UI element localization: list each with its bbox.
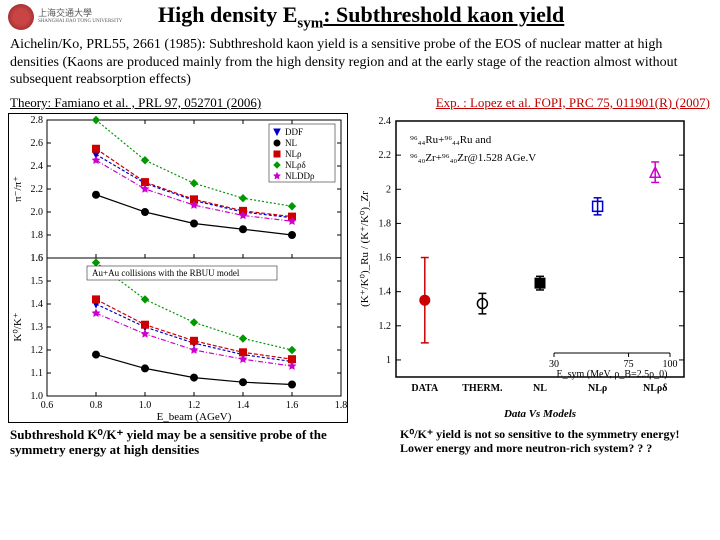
svg-text:2.6: 2.6 (31, 138, 44, 149)
svg-text:1.4: 1.4 (31, 299, 44, 310)
svg-text:Data Vs Models: Data Vs Models (503, 408, 576, 420)
charts-row: 0.60.81.01.21.41.61.81.61.82.02.22.42.62… (0, 113, 720, 423)
left-chart-svg: 0.60.81.01.21.41.61.81.61.82.02.22.42.62… (9, 114, 349, 424)
svg-text:1.3: 1.3 (31, 322, 44, 333)
footer-right: K⁰/K⁺ yield is not so sensitive to the s… (400, 427, 700, 458)
svg-text:NLρ: NLρ (285, 149, 302, 159)
svg-text:E_sym (MeV, ρ_B=2.5ρ_0): E_sym (MeV, ρ_B=2.5ρ_0) (557, 369, 668, 380)
svg-text:1.0: 1.0 (31, 391, 44, 402)
svg-text:1.8: 1.8 (31, 230, 44, 241)
svg-text:NLDDρ: NLDDρ (285, 171, 315, 181)
svg-text:DDF: DDF (285, 127, 303, 137)
svg-text:NLρδ: NLρδ (643, 383, 667, 394)
svg-text:2.2: 2.2 (31, 184, 44, 195)
intro-text: Aichelin/Ko, PRL55, 2661 (1985): Subthre… (0, 34, 720, 93)
svg-text:π⁻/π⁺: π⁻/π⁺ (12, 176, 24, 202)
svg-text:1.2: 1.2 (379, 321, 392, 332)
right-chart-svg: 1 1.2 1.4 1.6 1.8 2 2.2 2.4 (K⁺/K⁰)_Ru / (K⁺/K⁰)… (354, 113, 694, 423)
logo-emblem-icon (8, 4, 34, 30)
svg-text:1.5: 1.5 (31, 276, 44, 287)
title-suffix: : Subthreshold kaon yield (323, 2, 564, 27)
svg-text:Au+Au collisions with the RBUU: Au+Au collisions with the RBUU model (92, 268, 240, 278)
ref-theory: Theory: Famiano et al. , PRL 97, 052701 … (10, 95, 261, 111)
footer-left: Subthreshold K⁰/K⁺ yield may be a sensit… (10, 427, 380, 458)
title-prefix: High density E (158, 2, 297, 27)
left-chart: 0.60.81.01.21.41.61.81.61.82.02.22.42.62… (8, 113, 348, 423)
svg-text:THERM.: THERM. (462, 383, 503, 394)
svg-text:NLρδ: NLρδ (285, 160, 306, 170)
right-chart: 1 1.2 1.4 1.6 1.8 2 2.2 2.4 (K⁺/K⁰)_Ru / (K⁺/K⁰)… (354, 113, 694, 423)
svg-text:1.6: 1.6 (31, 253, 44, 264)
svg-text:1.6: 1.6 (286, 400, 299, 411)
svg-text:2.2: 2.2 (379, 150, 392, 161)
svg-text:1.1: 1.1 (31, 368, 44, 379)
svg-text:2.0: 2.0 (31, 207, 44, 218)
svg-text:0.8: 0.8 (90, 400, 103, 411)
svg-text:(K⁺/K⁰)_Ru / (K⁺/K⁰)_Zr: (K⁺/K⁰)_Ru / (K⁺/K⁰)_Zr (359, 191, 371, 307)
svg-text:2.8: 2.8 (31, 115, 44, 126)
title-sub: sym (297, 15, 323, 31)
ref-exp: Exp. : Lopez et al. FOPI, PRC 75, 011901… (436, 95, 710, 111)
svg-text:1.2: 1.2 (31, 345, 44, 356)
logo-text: 上海交通大學 SHANGHAI JIAO TONG UNIVERSITY (38, 9, 122, 24)
svg-text:2.4: 2.4 (379, 116, 392, 127)
header: 上海交通大學 SHANGHAI JIAO TONG UNIVERSITY Hig… (0, 0, 720, 34)
slide-title: High density Esym: Subthreshold kaon yie… (158, 2, 564, 32)
svg-text:1.4: 1.4 (237, 400, 250, 411)
logo-cn: 上海交通大學 (38, 9, 122, 19)
svg-text:1.8: 1.8 (335, 400, 348, 411)
svg-text:NLρ: NLρ (588, 383, 607, 394)
svg-text:⁹⁶₄₄Ru+⁹⁶₄₄Ru and: ⁹⁶₄₄Ru+⁹⁶₄₄Ru and (410, 134, 492, 146)
svg-text:1.2: 1.2 (188, 400, 201, 411)
svg-text:E_beam (AGeV): E_beam (AGeV) (157, 411, 232, 423)
svg-text:⁹⁶₄₀Zr+⁹⁶₄₀Zr@1.528 AGe.V: ⁹⁶₄₀Zr+⁹⁶₄₀Zr@1.528 AGe.V (410, 152, 536, 164)
logo-en: SHANGHAI JIAO TONG UNIVERSITY (38, 19, 122, 25)
svg-text:1.8: 1.8 (379, 218, 392, 229)
svg-text:2: 2 (386, 184, 391, 195)
svg-text:DATA: DATA (411, 383, 439, 394)
svg-text:1.4: 1.4 (379, 287, 392, 298)
svg-text:NL: NL (285, 138, 297, 148)
svg-text:2.4: 2.4 (31, 161, 44, 172)
footer-row: Subthreshold K⁰/K⁺ yield may be a sensit… (0, 423, 720, 458)
university-logo: 上海交通大學 SHANGHAI JIAO TONG UNIVERSITY (8, 3, 158, 31)
svg-text:K⁰/K⁺: K⁰/K⁺ (12, 312, 24, 341)
svg-text:NL: NL (533, 383, 547, 394)
references-row: Theory: Famiano et al. , PRL 97, 052701 … (0, 93, 720, 113)
svg-text:1.6: 1.6 (379, 252, 392, 263)
svg-text:1: 1 (386, 355, 391, 366)
svg-text:1.0: 1.0 (139, 400, 152, 411)
